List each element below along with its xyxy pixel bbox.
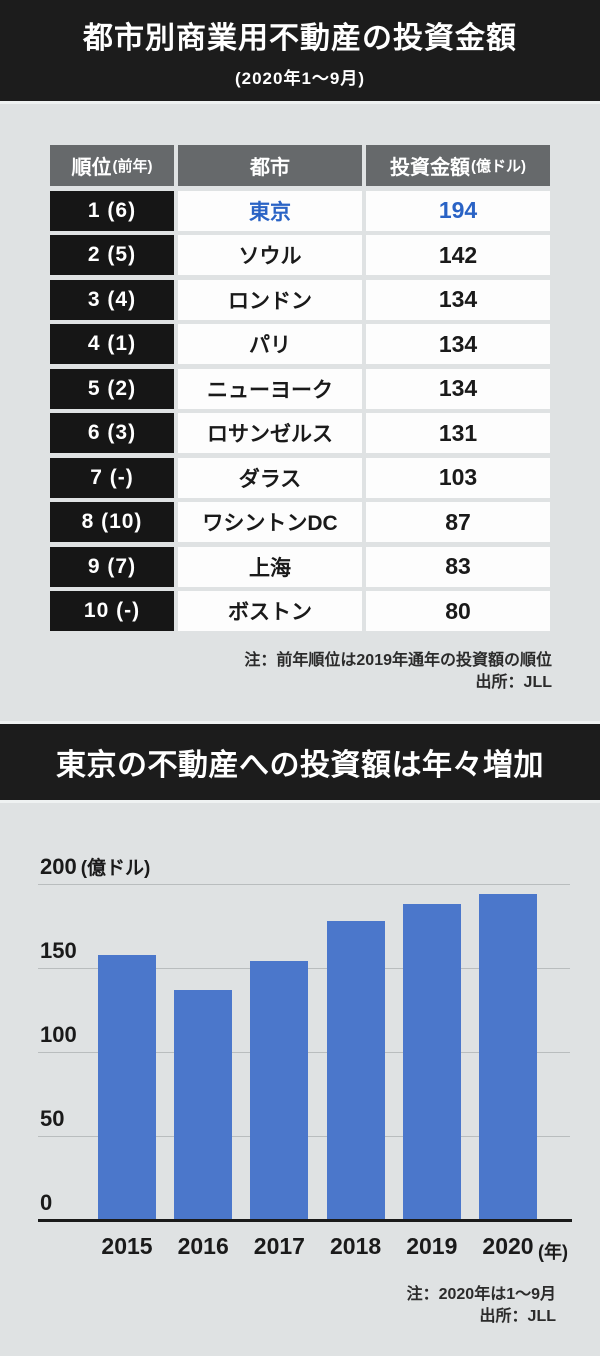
rank-cell: 8 (10): [50, 502, 174, 542]
bar-2015: [98, 954, 156, 1220]
y-tick-label-100: 100: [40, 1022, 77, 1047]
city-cell: ダラス: [178, 457, 362, 498]
y-tick-label-50: 50: [40, 1106, 65, 1131]
y-axis-unit-label: (億ドル): [80, 858, 151, 879]
city-cell: パリ: [178, 324, 362, 364]
rank-cell: 4 (1): [50, 324, 174, 364]
header-banner: 都市別商業用不動産の投資金額 (2020年1～9月): [0, 0, 600, 104]
value-cell: 134: [366, 368, 550, 409]
bar-2018: [326, 920, 385, 1220]
bar-2016: [174, 989, 233, 1220]
rank-cell: 2 (5): [50, 235, 174, 275]
x-axis-unit-label: (年): [538, 1242, 568, 1262]
value-cell: 103: [366, 457, 550, 498]
city-cell: ニューヨーク: [178, 368, 362, 409]
col-header-amount: 投資金額 (億ドル): [366, 145, 550, 186]
col-header-amount-main: 投資金額: [390, 157, 470, 179]
rank-cell: 7 (-): [50, 457, 174, 498]
bar-2017: [250, 961, 309, 1220]
city-cell: ロサンゼルス: [178, 413, 362, 453]
rank-cell: 5 (2): [50, 368, 174, 409]
x-tick-label-2019: 2019: [406, 1233, 458, 1259]
col-header-city-main: 都市: [250, 157, 290, 179]
rank-cell: 1 (6): [50, 190, 174, 231]
bar-2019: [402, 904, 461, 1220]
city-cell: ワシントンDC: [178, 502, 362, 542]
col-header-amount-sub: (億ドル): [471, 158, 526, 175]
col-header-rank: 順位 (前年): [50, 145, 174, 186]
rank-cell: 10 (-): [50, 591, 174, 631]
city-cell: 上海: [178, 546, 362, 587]
value-cell: 131: [366, 413, 550, 453]
y-tick-label-150: 150: [40, 938, 77, 963]
table-note-line1: 注：前年順位は2019年通年の投資額の順位: [244, 652, 552, 669]
value-cell: 87: [366, 502, 550, 542]
chart-note-line2: 出所：JLL: [479, 1308, 556, 1325]
value-cell: 83: [366, 546, 550, 587]
city-cell: ボストン: [178, 591, 362, 631]
chart-title: 東京の不動産への投資額は年々増加: [56, 749, 544, 782]
value-cell: 80: [366, 591, 550, 631]
city-cell: ロンドン: [178, 279, 362, 320]
y-tick-label-0: 0: [40, 1190, 53, 1215]
bar-2020: [479, 894, 537, 1220]
x-tick-label-2018: 2018: [330, 1233, 382, 1259]
x-tick-label-2015: 2015: [101, 1233, 153, 1259]
chart-note: 注：2020年は1～9月 出所：JLL: [407, 1284, 556, 1328]
value-cell: 142: [366, 235, 550, 275]
rank-cell: 3 (4): [50, 279, 174, 320]
value-cell: 194: [366, 190, 550, 231]
page-title: 都市別商業用不動産の投資金額: [83, 21, 517, 55]
x-tick-label-2020: 2020: [482, 1233, 534, 1259]
value-cell: 134: [366, 324, 550, 364]
city-cell: 東京: [178, 190, 362, 231]
x-tick-label-2016: 2016: [177, 1233, 229, 1259]
chart-note-line1: 注：2020年は1～9月: [406, 1286, 556, 1303]
value-cell: 134: [366, 279, 550, 320]
rank-cell: 9 (7): [50, 546, 174, 587]
table-note-line2: 出所：JLL: [475, 674, 552, 691]
col-header-rank-sub: (前年): [112, 158, 153, 175]
rank-cell: 6 (3): [50, 413, 174, 453]
x-tick-label-2017: 2017: [253, 1233, 305, 1259]
col-header-city: 都市: [178, 145, 362, 186]
table-note: 注：前年順位は2019年通年の投資額の順位 出所：JLL: [244, 650, 552, 694]
x-axis-line: [38, 1219, 572, 1222]
col-header-rank-main: 順位: [71, 157, 112, 179]
gridline-200: [38, 884, 570, 885]
chart-title-banner: 東京の不動産への投資額は年々増加: [0, 721, 600, 803]
y-tick-label-200: 200 (億ドル): [40, 854, 151, 879]
page-subtitle: (2020年1～9月): [234, 68, 366, 88]
ranking-table: 順位 (前年) 都市 投資金額 (億ドル) 1 (6) 東京 194 2 (5) ソウル 14…: [50, 145, 550, 631]
city-cell: ソウル: [178, 235, 362, 275]
